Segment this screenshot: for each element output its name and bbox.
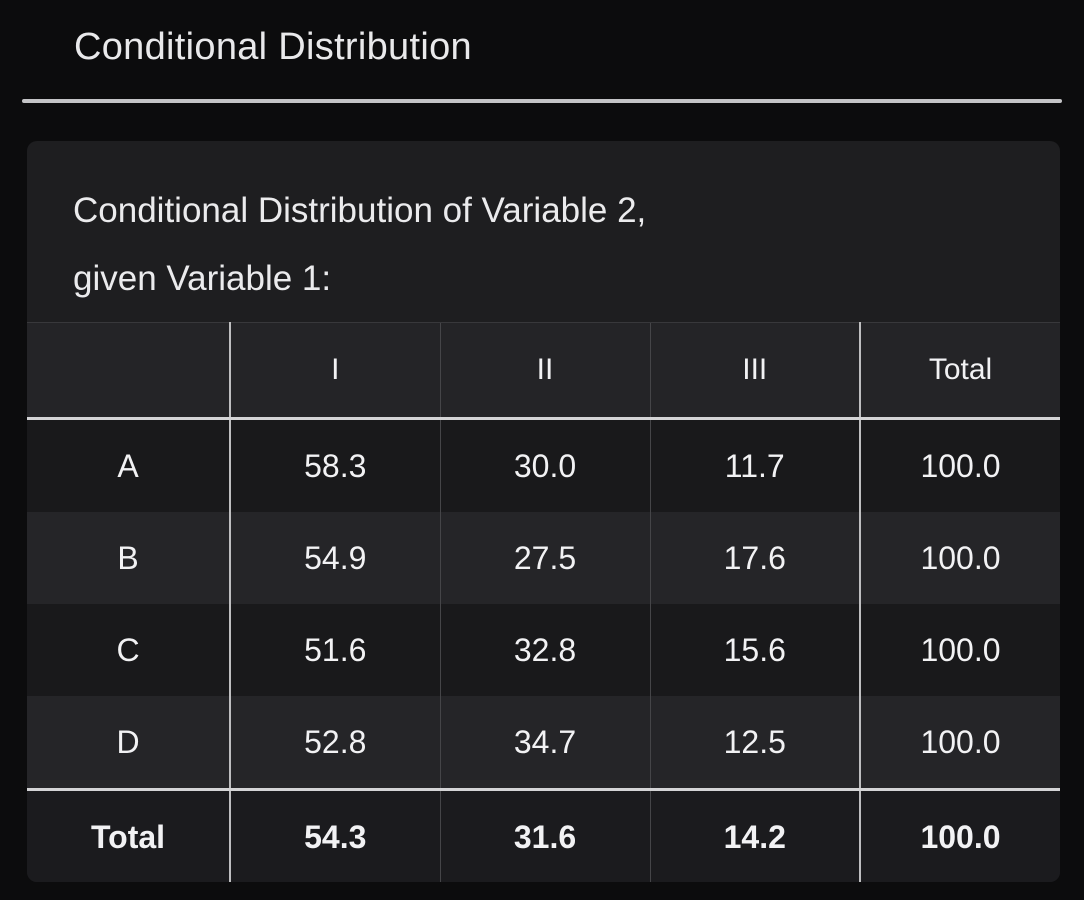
value-cell: 30.0 [439,418,650,512]
value-cell: 32.8 [439,604,650,696]
value-cell: 51.6 [229,604,440,696]
value-cell: 34.7 [439,696,650,790]
row-label: D [27,696,230,790]
value-cell: 58.3 [229,418,440,512]
table-header-row: I II III Total [27,322,1060,420]
table-row-b: B 54.9 27.5 17.6 100.0 [27,512,1060,604]
title-divider [22,99,1062,103]
row-total-cell: 100.0 [859,512,1060,604]
row-label: A [27,418,230,512]
value-cell: 17.6 [649,512,860,604]
total-value-cell: 54.3 [229,788,440,882]
total-value-cell: 31.6 [439,788,650,882]
table-row-d: D 52.8 34.7 12.5 100.0 [27,696,1060,790]
value-cell: 15.6 [649,604,860,696]
total-row-label: Total [27,788,230,882]
row-label: B [27,512,230,604]
column-header-i: I [229,322,440,420]
conditional-distribution-table: I II III Total A 58.3 30.0 11.7 100.0 B … [27,322,1060,882]
value-cell: 27.5 [439,512,650,604]
total-value-cell: 14.2 [649,788,860,882]
card-heading-line-1: Conditional Distribution of Variable 2, [73,191,647,230]
value-cell: 11.7 [649,418,860,512]
conditional-distribution-card: Conditional Distribution of Variable 2, … [27,141,1060,882]
column-header-ii: II [439,322,650,420]
table-row-total: Total 54.3 31.6 14.2 100.0 [27,788,1060,882]
column-header-iii: III [649,322,860,420]
value-cell: 52.8 [229,696,440,790]
card-heading-line-2: given Variable 1: [73,259,332,298]
row-total-cell: 100.0 [859,418,1060,512]
grand-total-cell: 100.0 [859,788,1060,882]
corner-cell [27,322,230,420]
value-cell: 12.5 [649,696,860,790]
row-label: C [27,604,230,696]
page-title: Conditional Distribution [74,26,472,68]
table-row-a: A 58.3 30.0 11.7 100.0 [27,418,1060,512]
card-heading: Conditional Distribution of Variable 2, … [73,177,1014,313]
column-header-total: Total [859,322,1060,420]
row-total-cell: 100.0 [859,604,1060,696]
row-total-cell: 100.0 [859,696,1060,790]
value-cell: 54.9 [229,512,440,604]
table-row-c: C 51.6 32.8 15.6 100.0 [27,604,1060,696]
